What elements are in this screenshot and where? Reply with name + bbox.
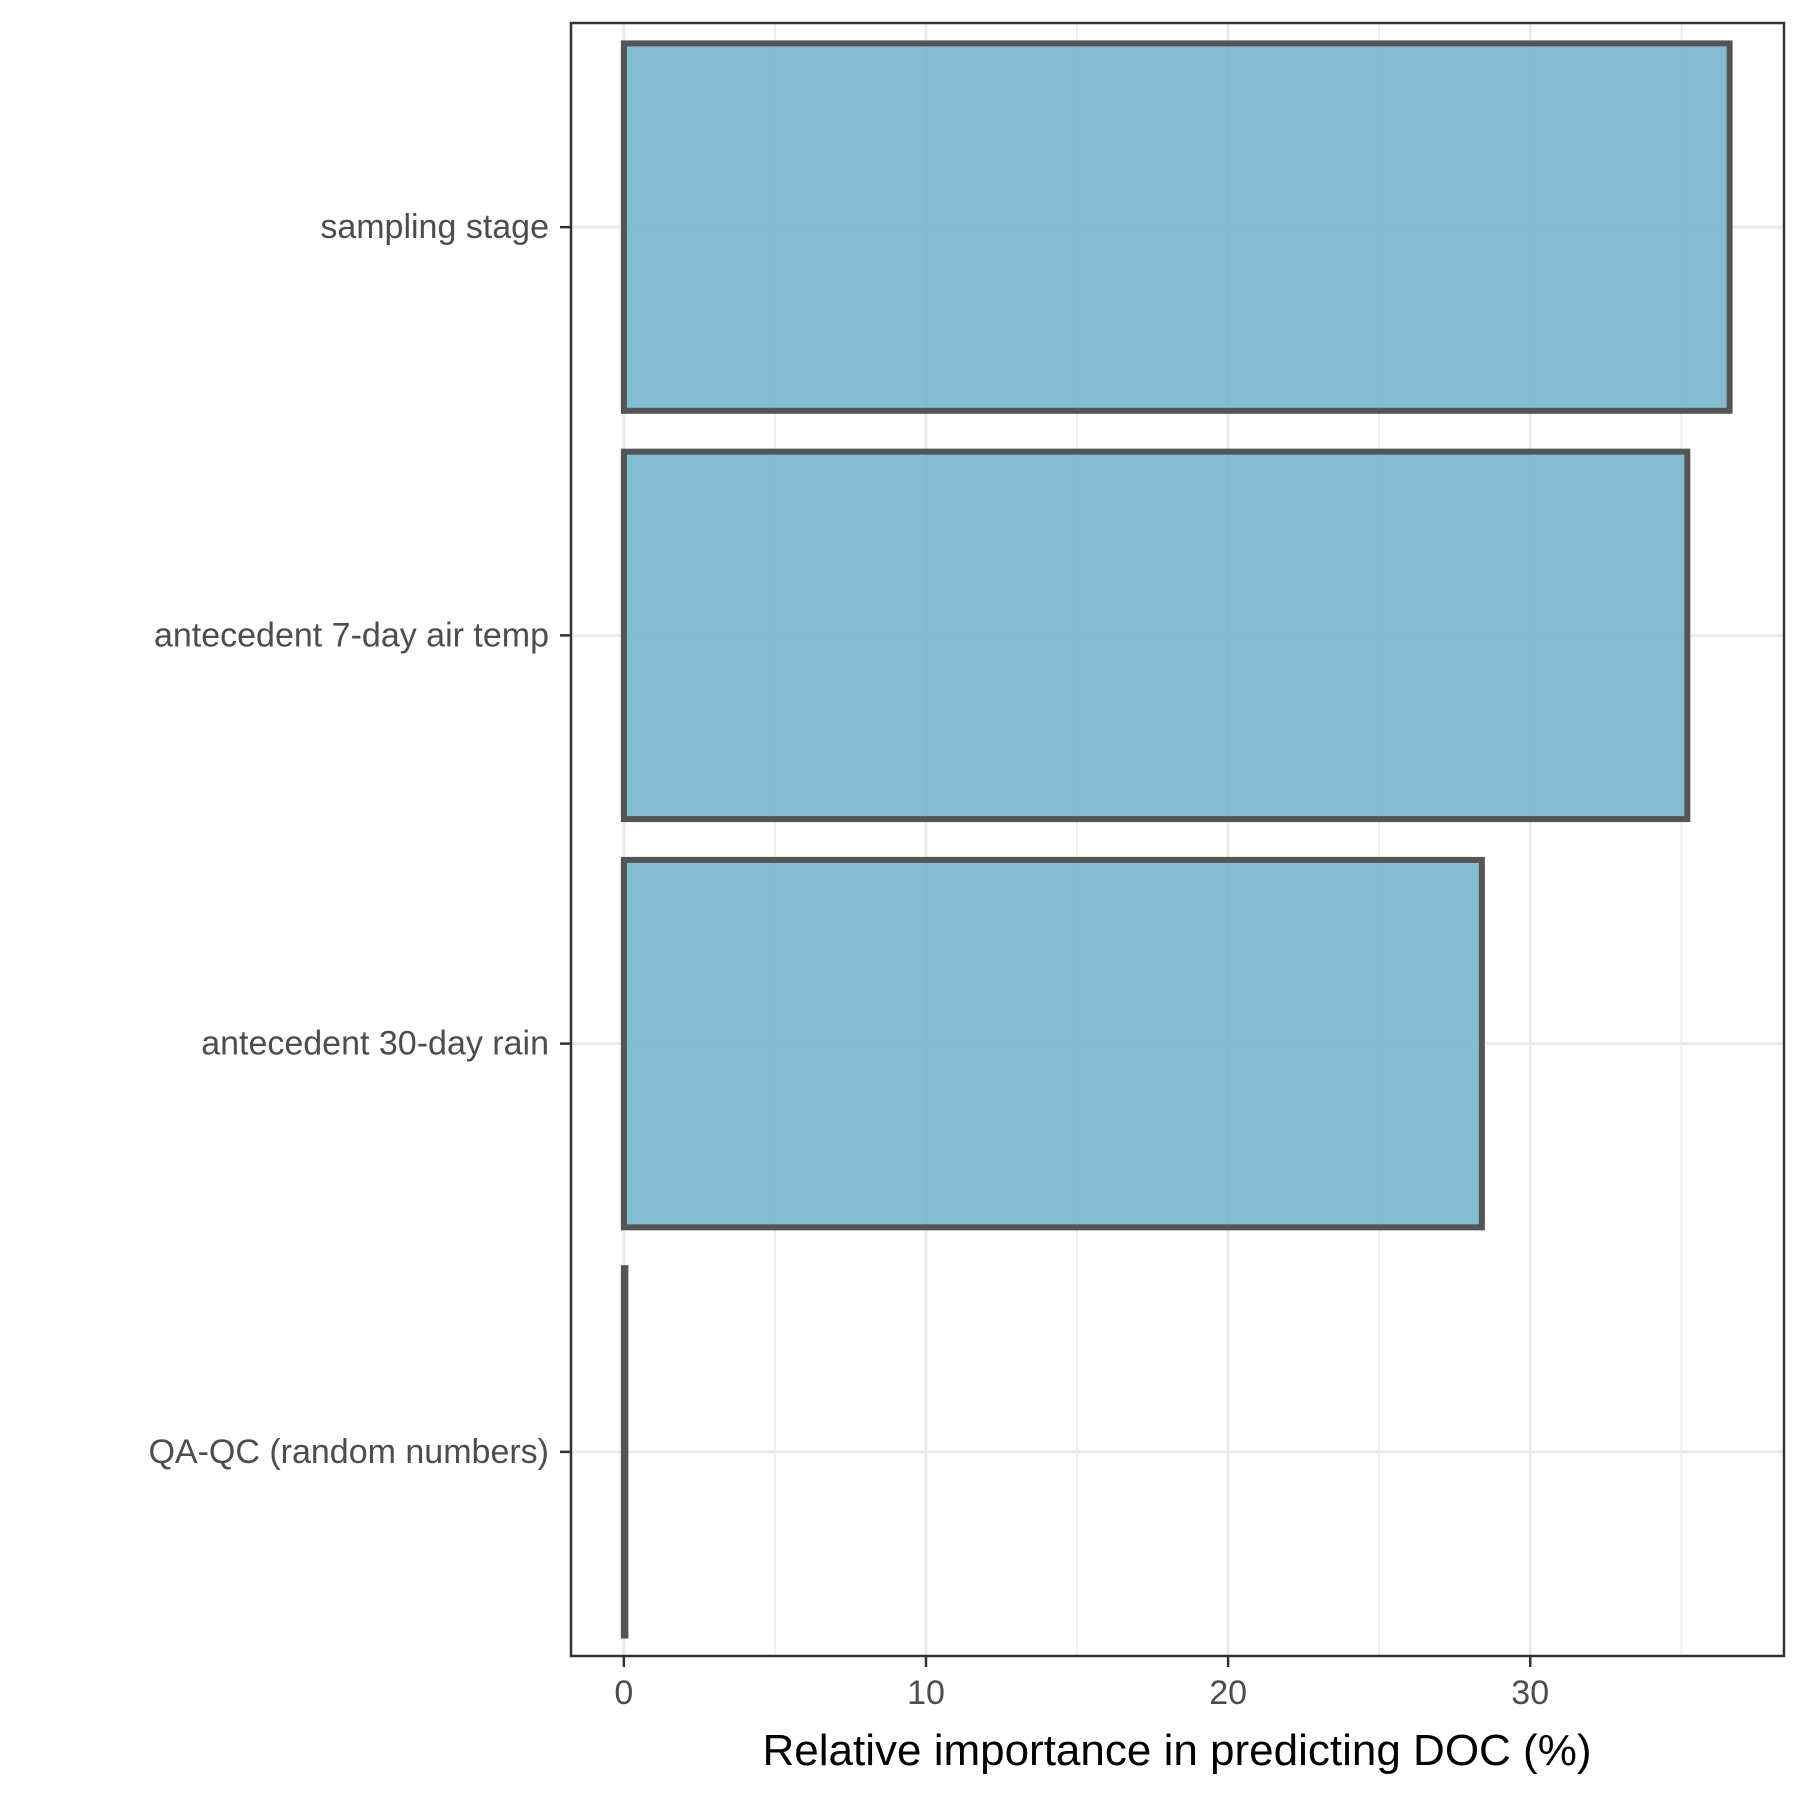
y-axis: sampling stage antecedent 7-day air temp a… (148, 208, 571, 1471)
x-tick-label: 10 (907, 1674, 945, 1712)
x-tick-label: 30 (1511, 1674, 1549, 1712)
y-tick-label: antecedent 7-day air temp (154, 616, 549, 654)
y-tick-label: antecedent 30-day rain (201, 1025, 549, 1063)
y-tick-label: sampling stage (320, 208, 549, 246)
x-axis: 0 10 20 30 (614, 1656, 1549, 1712)
panel-border (569, 21, 1786, 1658)
bar (620, 40, 1733, 414)
bar (620, 1265, 629, 1639)
x-tick-label: 0 (614, 1674, 633, 1712)
bar (620, 856, 1485, 1231)
bars (620, 40, 1733, 1639)
x-axis-title: Relative importance in predicting DOC (%… (763, 1726, 1592, 1775)
bar (620, 448, 1691, 823)
x-tick-label: 20 (1209, 1674, 1247, 1712)
y-tick-label: QA-QC (random numbers) (148, 1433, 549, 1471)
